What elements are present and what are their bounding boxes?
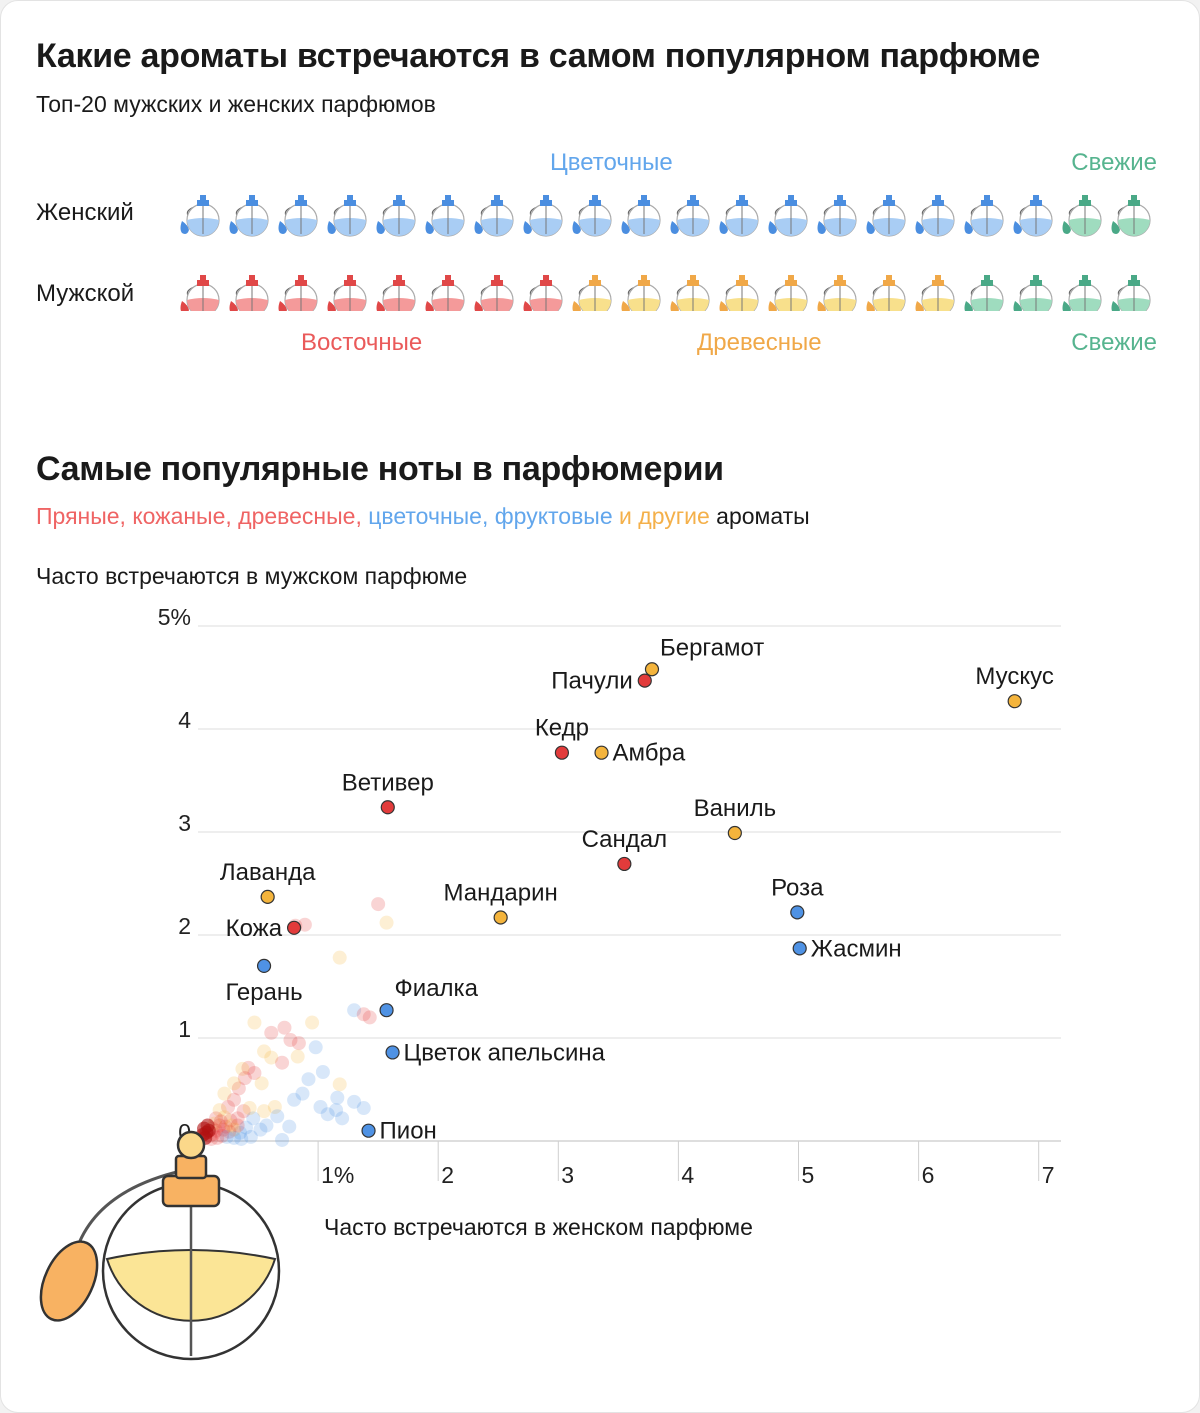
faint-point: [335, 1111, 349, 1125]
point-label: Кедр: [535, 715, 589, 742]
point-label: Фиалка: [395, 975, 479, 1002]
faint-point: [247, 1016, 261, 1030]
x-tick-label: 3: [561, 1162, 574, 1188]
point-label: Лаванда: [220, 859, 316, 886]
x-tick-label: 7: [1042, 1162, 1055, 1188]
x-tick-label: 5: [802, 1162, 815, 1188]
data-point: [555, 746, 568, 759]
point-label: Роза: [771, 874, 824, 901]
point-label: Кожа: [226, 915, 283, 942]
point-label: Герань: [225, 979, 302, 1006]
faint-point: [292, 1036, 306, 1050]
point-label: Жасмин: [811, 935, 902, 962]
bottle-cap-top: [178, 1132, 204, 1158]
atomizer-bulb: [29, 1233, 108, 1329]
y-tick-label: 3: [178, 810, 191, 836]
faint-point: [371, 897, 385, 911]
data-point: [1008, 695, 1021, 708]
data-point: [595, 746, 608, 759]
faint-point: [277, 1021, 291, 1035]
infographic-card: Какие ароматы встречаются в самом популя…: [0, 0, 1200, 1413]
point-label: Бергамот: [660, 634, 764, 661]
data-point: [618, 857, 631, 870]
x-axis-caption: Часто встречаются в женском парфюме: [324, 1214, 753, 1241]
data-point: [494, 911, 507, 924]
faint-point: [333, 1077, 347, 1091]
y-tick-label: 4: [178, 707, 191, 733]
y-tick-label: 2: [178, 913, 191, 939]
x-tick-label: 2: [441, 1162, 454, 1188]
faint-point: [227, 1076, 241, 1090]
data-point: [380, 1004, 393, 1017]
point-label: Мускус: [975, 663, 1054, 690]
faint-point: [255, 1076, 269, 1090]
data-point: [793, 942, 806, 955]
data-point: [288, 921, 301, 934]
faint-point: [333, 951, 347, 965]
data-point: [258, 959, 271, 972]
faint-point: [330, 1091, 344, 1105]
data-point: [381, 801, 394, 814]
point-label: Мандарин: [444, 879, 558, 906]
faint-point: [321, 1107, 335, 1121]
data-point: [362, 1124, 375, 1137]
x-tick-label: 1%: [321, 1162, 354, 1188]
point-label: Цветок апельсина: [404, 1039, 606, 1066]
data-point: [791, 906, 804, 919]
data-point: [386, 1046, 399, 1059]
point-label: Ветивер: [342, 769, 434, 796]
bottle-cap: [176, 1156, 206, 1178]
bottle-neck: [163, 1176, 219, 1206]
faint-point: [357, 1101, 371, 1115]
data-point: [261, 890, 274, 903]
faint-point: [363, 1010, 377, 1024]
faint-point: [309, 1040, 323, 1054]
point-label: Амбра: [613, 740, 686, 767]
data-point: [638, 674, 651, 687]
faint-point: [243, 1101, 257, 1115]
perfume-bottle-illustration: [1, 1121, 301, 1371]
y-tick-label: 1: [178, 1016, 191, 1042]
faint-point: [264, 1026, 278, 1040]
faint-point: [316, 1065, 330, 1079]
point-label: Пачули: [551, 668, 632, 695]
y-tick-label: 5%: [158, 604, 191, 630]
data-point: [645, 663, 658, 676]
data-point: [728, 827, 741, 840]
faint-point: [301, 1072, 315, 1086]
x-tick-label: 6: [922, 1162, 935, 1188]
point-label: Ваниль: [694, 795, 777, 822]
faint-point: [291, 1050, 305, 1064]
faint-point: [295, 1087, 309, 1101]
x-tick-label: 4: [681, 1162, 694, 1188]
point-label: Пион: [380, 1118, 437, 1145]
faint-point: [380, 916, 394, 930]
faint-point: [275, 1056, 289, 1070]
point-label: Сандал: [582, 826, 668, 853]
faint-point: [305, 1016, 319, 1030]
